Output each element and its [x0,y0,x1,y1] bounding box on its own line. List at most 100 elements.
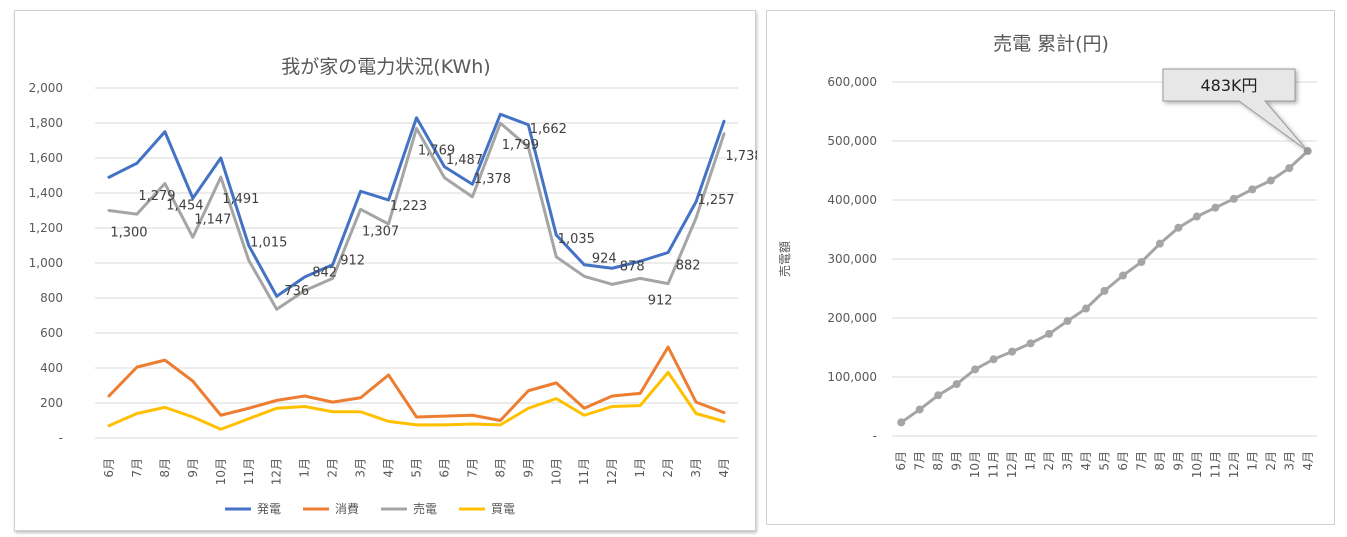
data-label: 878 [620,259,645,274]
x-tick-label: 6月 [102,458,116,478]
data-point [934,391,943,400]
x-tick-label: 11月 [1208,451,1222,478]
x-tick-label: 4月 [382,458,396,478]
data-label: 1,257 [697,193,734,208]
data-point [1266,176,1275,185]
x-tick-label: 10月 [214,458,228,485]
data-label: 1,223 [390,199,427,214]
data-label: 924 [592,251,617,266]
data-point [989,355,998,364]
y-tick-label: 2,000 [29,81,63,95]
data-point [1100,286,1109,295]
x-tick-label: 2月 [1264,451,1278,471]
data-label: 1,454 [166,199,203,214]
y-axis-label: 売電額 [777,241,792,277]
x-tick-label: 4月 [717,458,731,478]
x-tick-label: 6月 [1116,451,1130,471]
y-tick-label: 600,000 [827,75,877,89]
data-label: 1,799 [502,138,539,153]
y-tick-label: 1,400 [29,186,63,200]
x-tick-label: 3月 [689,458,703,478]
data-point [1118,271,1127,280]
x-tick-label: 12月 [270,458,284,485]
data-point [1026,339,1035,348]
x-tick-label: 7月 [913,451,927,471]
y-tick-label: 1,000 [29,256,63,270]
y-tick-label: 200 [40,396,63,410]
data-label: 1,307 [362,224,399,239]
x-tick-label: 4月 [1301,451,1315,471]
x-tick-label: 3月 [1282,451,1296,471]
y-tick-label: 200,000 [827,311,877,325]
x-tick-label: 4月 [1079,451,1093,471]
data-label: 1,035 [558,232,595,247]
x-tick-label: 3月 [354,458,368,478]
y-tick-label: 600 [40,326,63,340]
series-line-売電 [107,121,726,311]
data-point [1192,212,1201,221]
x-tick-label: 10月 [549,458,563,485]
callout-label: 483K円 [1200,76,1257,95]
x-tick-label: 12月 [1227,451,1241,478]
x-tick-label: 2月 [1042,451,1056,471]
x-tick-label: 12月 [1005,451,1019,478]
data-point [1137,257,1146,266]
data-point [897,418,906,427]
x-tick-label: 9月 [186,458,200,478]
y-tick-label: - [59,431,63,445]
data-point [1008,347,1017,356]
data-label: 1,279 [138,189,175,204]
x-tick-label: 1月 [298,458,312,478]
legend-label: 売電 [413,501,437,516]
data-label: 1,378 [474,172,511,187]
x-tick-label: 9月 [950,451,964,471]
x-tick-label: 1月 [1024,451,1038,471]
data-label: 1,738 [725,149,757,164]
cumulative-sales-chart-panel: 売電 累計(円) - 100,000 200,000 300,000 400,000 500… [766,10,1335,525]
data-label: 1,662 [530,122,567,137]
data-label: 1,491 [222,192,259,207]
x-tick-label: 9月 [521,458,535,478]
x-tick-label: 1月 [1245,451,1259,471]
x-tick-label: 11月 [577,458,591,485]
data-label: 842 [312,266,337,281]
data-point [1045,329,1054,338]
y-tick-label: 100,000 [827,370,877,384]
x-tick-label: 1月 [633,458,647,478]
x-tick-label: 10月 [1190,451,1204,478]
y-tick-label: 1,600 [29,151,63,165]
x-tick-label: 9月 [1171,451,1185,471]
y-tick-label: 1,200 [29,221,63,235]
x-tick-label: 2月 [661,458,675,478]
data-point [1155,239,1164,248]
data-point [915,405,924,414]
data-label: 912 [340,253,365,268]
series-line-買電 [107,370,726,431]
data-point [1174,223,1183,232]
data-point [971,365,980,374]
x-tick-label: 8月 [493,458,507,478]
data-label: 1,487 [446,153,483,168]
data-point [1211,203,1220,212]
chart-title: 売電 累計(円) [993,33,1109,55]
data-point [1229,194,1238,203]
data-point [1082,304,1091,313]
x-tick-label: 8月 [158,458,172,478]
data-label: 882 [676,259,701,274]
x-tick-label: 6月 [894,451,908,471]
callout-box [1162,68,1309,152]
data-label: 1,769 [418,143,455,158]
x-tick-label: 12月 [605,458,619,485]
x-tick-label: 11月 [987,451,1001,478]
y-tick-label: 1,800 [29,116,63,130]
x-tick-label: 8月 [1153,451,1167,471]
y-tick-label: 400,000 [827,193,877,207]
y-tick-label: 500,000 [827,134,877,148]
y-tick-label: 300,000 [827,252,877,266]
power-status-chart: 我が家の電力状況(KWh) - 200 400 600 800 1,000 1,200 1,40… [29,56,757,516]
data-point [1248,185,1257,194]
legend-label: 発電 [257,502,281,516]
x-tick-label: 3月 [1061,451,1075,471]
series-line-消費 [107,345,726,422]
data-label: 736 [284,284,309,299]
